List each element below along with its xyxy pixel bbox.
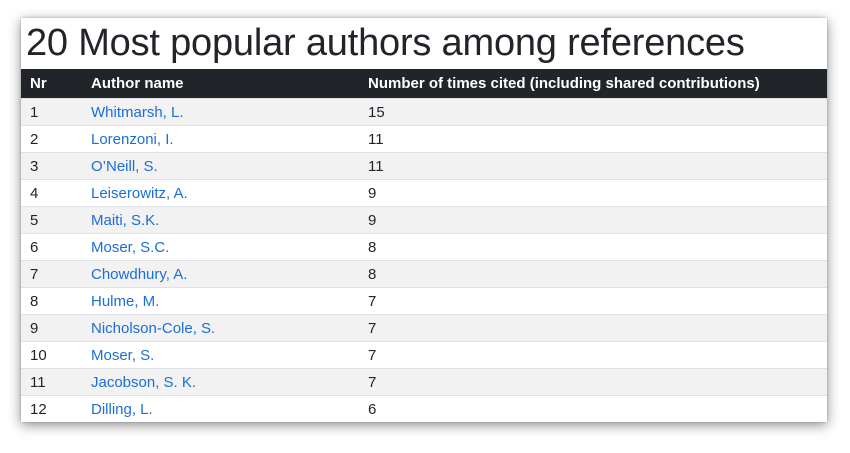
author-link[interactable]: Dilling, L. xyxy=(91,400,153,418)
authors-card: 20 Most popular authors among references… xyxy=(21,18,827,422)
column-header-nr: Nr xyxy=(30,75,47,92)
rank-cell: 12 xyxy=(21,395,82,422)
table-row: 6 Moser, S.C. 8 xyxy=(21,233,827,261)
author-link[interactable]: Moser, S.C. xyxy=(91,238,170,256)
author-cell: Moser, S.C. xyxy=(82,233,359,261)
times-cited-cell: 9 xyxy=(359,179,827,207)
author-link[interactable]: Leiserowitz, A. xyxy=(91,184,188,202)
times-cited-cell: 7 xyxy=(359,341,827,369)
table-row: 2 Lorenzoni, I. 11 xyxy=(21,125,827,153)
author-link[interactable]: Nicholson-Cole, S. xyxy=(91,319,216,337)
author-link[interactable]: Lorenzoni, I. xyxy=(91,130,174,148)
table-row: 11 Jacobson, S. K. 7 xyxy=(21,368,827,396)
times-cited-cell: 8 xyxy=(359,233,827,261)
table-row: 4 Leiserowitz, A. 9 xyxy=(21,179,827,207)
table-header-row: Nr Author name Number of times cited (in… xyxy=(21,69,827,99)
rank-cell: 3 xyxy=(21,152,82,180)
table-row: 1 Whitmarsh, L. 15 xyxy=(21,98,827,126)
column-header-author-name: Author name xyxy=(91,75,184,92)
author-cell: Lorenzoni, I. xyxy=(82,125,359,153)
author-link[interactable]: O’Neill, S. xyxy=(91,157,158,175)
table-row: 10 Moser, S. 7 xyxy=(21,341,827,369)
rank-cell: 5 xyxy=(21,206,82,234)
author-link[interactable]: Hulme, M. xyxy=(91,292,160,310)
times-cited-cell: 8 xyxy=(359,260,827,288)
author-cell: Whitmarsh, L. xyxy=(82,98,359,126)
author-link[interactable]: Chowdhury, A. xyxy=(91,265,188,283)
times-cited-cell: 15 xyxy=(359,98,827,126)
times-cited-cell: 7 xyxy=(359,287,827,315)
table-row: 8 Hulme, M. 7 xyxy=(21,287,827,315)
author-cell: Moser, S. xyxy=(82,341,359,369)
author-cell: Jacobson, S. K. xyxy=(82,368,359,396)
table-header: Nr Author name Number of times cited (in… xyxy=(21,69,827,99)
rank-cell: 11 xyxy=(21,368,82,396)
times-cited-cell: 9 xyxy=(359,206,827,234)
rank-cell: 9 xyxy=(21,314,82,342)
rank-cell: 10 xyxy=(21,341,82,369)
rank-cell: 1 xyxy=(21,98,82,126)
times-cited-cell: 7 xyxy=(359,368,827,396)
times-cited-cell: 7 xyxy=(359,314,827,342)
rank-cell: 6 xyxy=(21,233,82,261)
author-link[interactable]: Moser, S. xyxy=(91,346,155,364)
author-link[interactable]: Whitmarsh, L. xyxy=(91,103,184,121)
table-row: 5 Maiti, S.K. 9 xyxy=(21,206,827,234)
author-cell: Dilling, L. xyxy=(82,395,359,422)
column-header-times-cited: Number of times cited (including shared … xyxy=(368,75,760,92)
author-cell: Maiti, S.K. xyxy=(82,206,359,234)
table-body: 1 Whitmarsh, L. 15 2 Lorenzoni, I. 11 3 O’Neill… xyxy=(21,98,827,422)
times-cited-cell: 11 xyxy=(359,125,827,153)
author-link[interactable]: Jacobson, S. K. xyxy=(91,373,197,391)
author-cell: Hulme, M. xyxy=(82,287,359,315)
author-cell: Chowdhury, A. xyxy=(82,260,359,288)
authors-table: Nr Author name Number of times cited (in… xyxy=(21,69,827,422)
author-link[interactable]: Maiti, S.K. xyxy=(91,211,160,229)
author-cell: Nicholson-Cole, S. xyxy=(82,314,359,342)
rank-cell: 7 xyxy=(21,260,82,288)
rank-cell: 2 xyxy=(21,125,82,153)
table-row: 9 Nicholson-Cole, S. 7 xyxy=(21,314,827,342)
times-cited-cell: 6 xyxy=(359,395,827,422)
author-cell: Leiserowitz, A. xyxy=(82,179,359,207)
times-cited-cell: 11 xyxy=(359,152,827,180)
table-row: 3 O’Neill, S. 11 xyxy=(21,152,827,180)
rank-cell: 8 xyxy=(21,287,82,315)
rank-cell: 4 xyxy=(21,179,82,207)
table-row: 12 Dilling, L. 6 xyxy=(21,395,827,422)
table-row: 7 Chowdhury, A. 8 xyxy=(21,260,827,288)
author-cell: O’Neill, S. xyxy=(82,152,359,180)
page-title: 20 Most popular authors among references xyxy=(26,22,745,64)
